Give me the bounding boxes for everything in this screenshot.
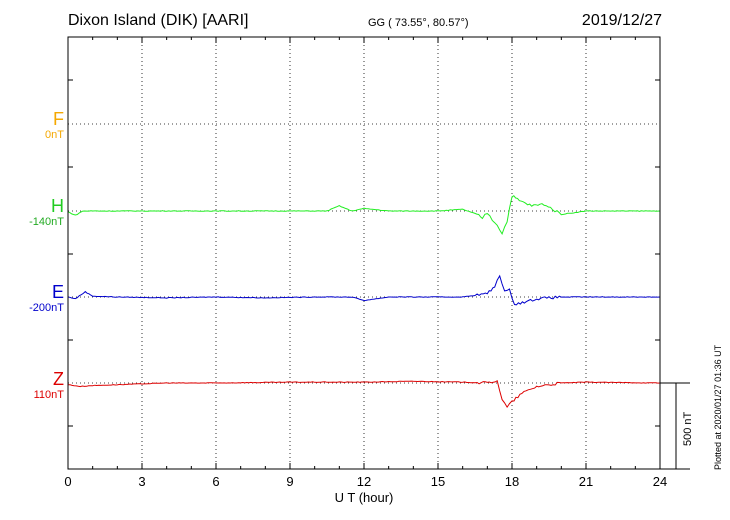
station-title: Dixon Island (DIK) [AARI] xyxy=(68,12,249,29)
x-tick-label: 0 xyxy=(64,474,71,489)
x-tick-label: 24 xyxy=(653,474,667,489)
plot-date: 2019/12/27 xyxy=(581,12,662,29)
panel-label-h: H -140nT xyxy=(8,197,64,229)
station-coords: GG ( 73.55°, 80.57°) xyxy=(368,17,469,29)
panel-label-f: F 0nT xyxy=(8,110,64,142)
component-name-f: F xyxy=(53,109,64,129)
grid xyxy=(68,37,660,469)
baseline-value-e: -200nT xyxy=(29,302,64,314)
series-line-z xyxy=(68,380,661,409)
x-tick-label: 3 xyxy=(138,474,145,489)
x-tick-label: 18 xyxy=(505,474,519,489)
series-line-h xyxy=(67,195,661,236)
component-name-h: H xyxy=(51,196,64,216)
baseline-value-h: -140nT xyxy=(29,216,64,228)
scale-bar-label: 500 nT xyxy=(682,411,694,446)
panel-label-z: Z 110nT xyxy=(8,370,64,402)
component-name-z: Z xyxy=(53,369,64,389)
component-name-e: E xyxy=(51,282,64,302)
x-tick-label: 6 xyxy=(212,474,219,489)
axes: 0 3 6 9 12 15 18 21 24 U T (hour) xyxy=(64,36,690,505)
series-layer xyxy=(67,195,661,409)
x-tick-label: 15 xyxy=(431,474,445,489)
plot-credit: Plotted at 2020/01/27 01:36 UT xyxy=(713,344,723,470)
baseline-value-f: 0nT xyxy=(45,129,64,141)
series-line-e xyxy=(67,274,661,306)
baseline-value-z: 110nT xyxy=(33,389,64,401)
x-tick-label: 12 xyxy=(357,474,371,489)
panel-label-e: E -200nT xyxy=(8,283,64,315)
x-axis-label: U T (hour) xyxy=(335,490,394,505)
x-tick-label: 21 xyxy=(579,474,593,489)
x-tick-label: 9 xyxy=(286,474,293,489)
